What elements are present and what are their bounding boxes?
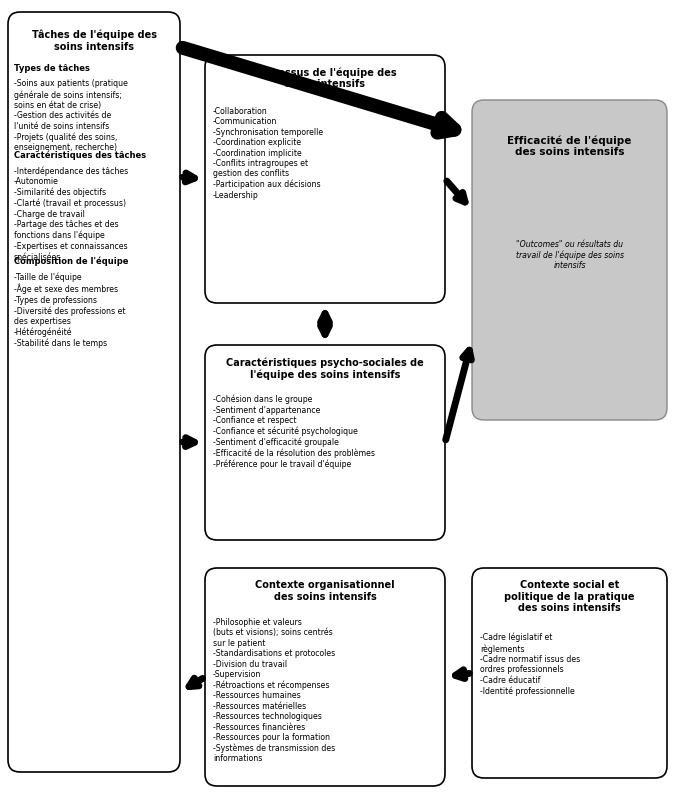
Text: Processus de l'équipe des
soins intensifs: Processus de l'équipe des soins intensif…: [254, 67, 396, 89]
FancyBboxPatch shape: [472, 568, 667, 778]
Text: "Outcomes" ou résultats du
travail de l'équipe des soins
intensifs: "Outcomes" ou résultats du travail de l'…: [516, 240, 623, 271]
Text: -Cohésion dans le groupe
-Sentiment d'appartenance
-Confiance et respect
-Confia: -Cohésion dans le groupe -Sentiment d'ap…: [213, 395, 375, 470]
FancyBboxPatch shape: [205, 55, 445, 303]
FancyBboxPatch shape: [8, 12, 180, 772]
Text: Contexte organisationnel
des soins intensifs: Contexte organisationnel des soins inten…: [255, 580, 395, 602]
Text: Caractéristiques des tâches: Caractéristiques des tâches: [14, 151, 146, 161]
Text: Caractéristiques psycho-sociales de
l'équipe des soins intensifs: Caractéristiques psycho-sociales de l'éq…: [226, 357, 424, 380]
Text: -Interdépendance des tâches
-Autonomie
-Similarité des objectifs
-Clarté (travai: -Interdépendance des tâches -Autonomie -…: [14, 166, 128, 262]
FancyBboxPatch shape: [472, 100, 667, 420]
Text: Composition de l'équipe: Composition de l'équipe: [14, 257, 128, 267]
Text: -Cadre législatif et
règlements
-Cadre normatif issus des
ordres professionnels
: -Cadre législatif et règlements -Cadre n…: [480, 633, 580, 696]
Text: Types de tâches: Types de tâches: [14, 64, 90, 73]
FancyBboxPatch shape: [205, 345, 445, 540]
Text: -Soins aux patients (pratique
générale de soins intensifs;
soins en état de cris: -Soins aux patients (pratique générale d…: [14, 80, 128, 152]
Text: Tâches de l'équipe des
soins intensifs: Tâches de l'équipe des soins intensifs: [32, 30, 157, 52]
Text: -Taille de l'équipe
-Âge et sexe des membres
-Types de professions
-Diversité de: -Taille de l'équipe -Âge et sexe des mem…: [14, 272, 126, 348]
Text: Efficacité de l'équipe
des soins intensifs: Efficacité de l'équipe des soins intensi…: [507, 135, 631, 157]
FancyBboxPatch shape: [205, 568, 445, 786]
Text: Contexte social et
politique de la pratique
des soins intensifs: Contexte social et politique de la prati…: [504, 580, 635, 613]
Text: -Collaboration
-Communication
-Synchronisation temporelle
-Coordination explicit: -Collaboration -Communication -Synchroni…: [213, 107, 323, 200]
Text: -Philosophie et valeurs
(buts et visions); soins centrés
sur le patient
-Standar: -Philosophie et valeurs (buts et visions…: [213, 618, 335, 763]
